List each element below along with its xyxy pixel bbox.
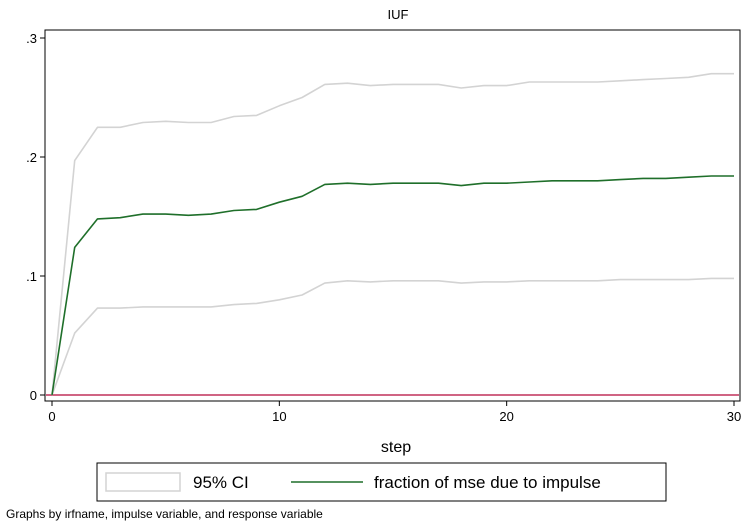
legend-box [96,462,667,502]
plot-area [44,29,741,402]
series-layer [46,72,739,396]
y-tick-label: .3 [26,31,37,46]
y-tick-label: 0 [30,388,37,403]
legend-label-ci: 95% CI [193,473,249,492]
series-line-ci-lower [51,277,734,396]
x-tick-label: 0 [48,409,55,424]
series-line-estimate [51,175,734,396]
x-axis-label: step [381,439,411,456]
y-tick-label: .2 [26,150,37,165]
legend: 95% CI fraction of mse due to impulse [96,462,667,502]
legend-label-estimate: fraction of mse due to impulse [374,473,601,492]
chart-title: IUF [388,7,409,22]
y-tick-label: .1 [26,269,37,284]
legend-swatch-ci [105,472,181,492]
x-axis: 0 10 20 30 [48,401,741,424]
footnote: Graphs by irfname, impulse variable, and… [6,507,323,521]
x-tick-label: 20 [499,409,513,424]
y-axis: 0 .1 .2 .3 [26,31,45,403]
series-line-ci-upper [51,72,734,396]
x-tick-label: 10 [272,409,286,424]
x-tick-label: 30 [727,409,741,424]
